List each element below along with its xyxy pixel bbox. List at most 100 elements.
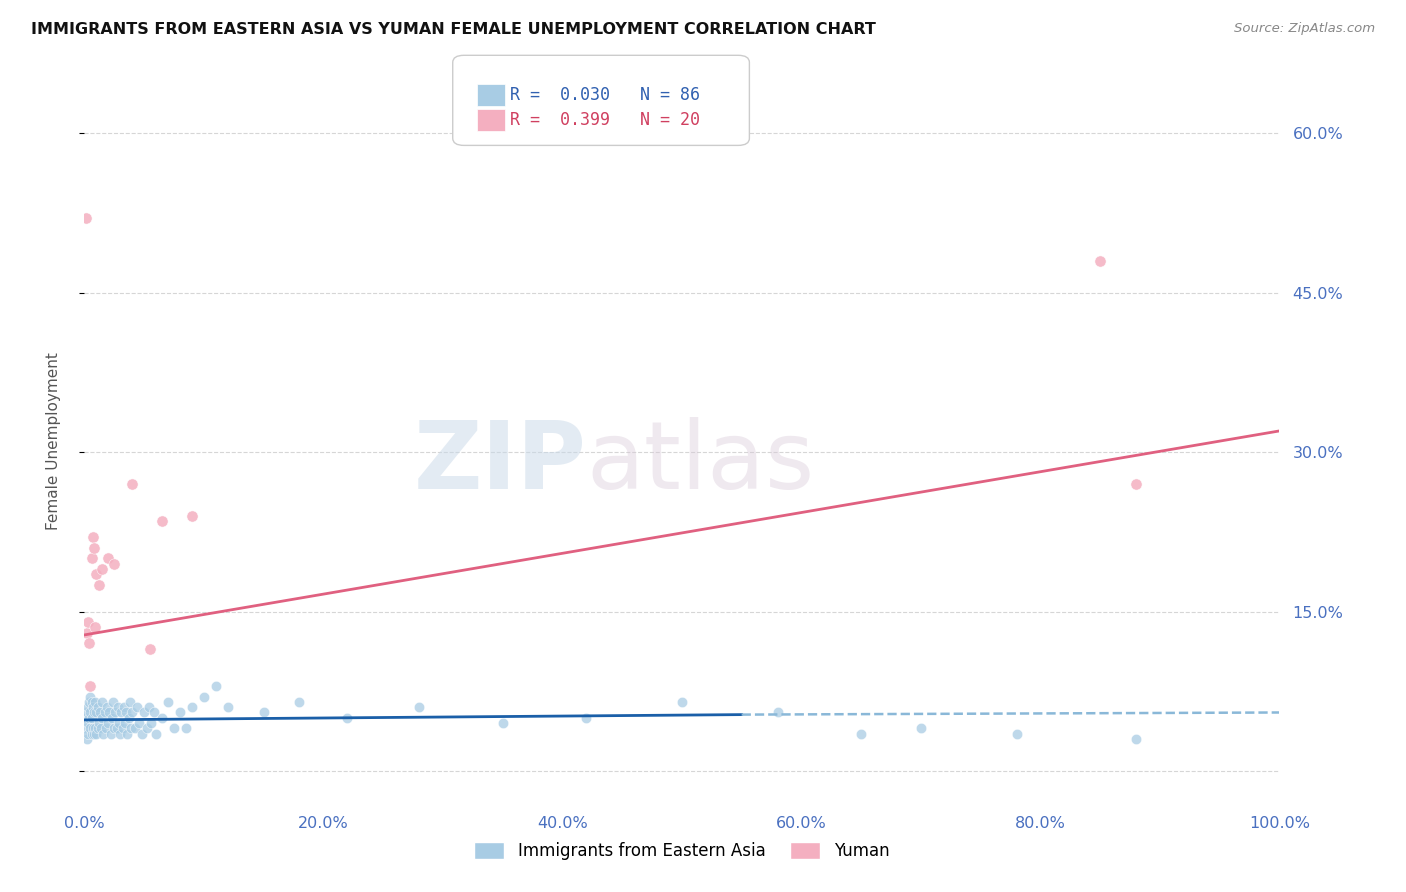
Point [205,679,228,693]
Y-axis label: Female Unemployment: Female Unemployment [46,352,60,531]
Point [76,625,98,640]
Point [84,722,107,736]
Point [253,706,276,720]
Point [181,508,204,523]
Point [910,722,932,736]
Point [86,722,108,736]
Point [80,727,103,741]
Point [157,695,180,709]
Point [79,722,101,736]
Point [125,700,148,714]
Point [75,211,97,226]
Point [1005,727,1028,741]
Point [86,700,108,714]
Point [118,695,141,709]
Point [103,557,125,571]
Point [93,706,115,720]
Point [97,716,120,731]
Point [77,716,100,731]
Point [100,727,122,741]
Point [1125,477,1147,491]
Point [132,706,156,720]
Point [121,706,143,720]
Point [86,567,108,582]
Point [169,706,191,720]
Point [77,615,100,630]
Point [851,727,873,741]
Point [83,706,105,720]
Point [77,711,100,725]
Point [84,695,107,709]
Point [94,722,117,736]
Point [76,706,98,720]
Point [75,711,97,725]
Text: IMMIGRANTS FROM EASTERN ASIA VS YUMAN FEMALE UNEMPLOYMENT CORRELATION CHART: IMMIGRANTS FROM EASTERN ASIA VS YUMAN FE… [31,22,876,37]
Point [117,711,139,725]
Point [1125,732,1147,747]
Point [336,711,359,725]
Point [110,706,132,720]
Point [575,711,598,725]
Point [103,722,125,736]
Point [671,695,693,709]
Point [766,706,789,720]
Point [114,716,136,731]
Point [98,706,121,720]
Point [150,514,173,528]
Point [105,722,128,736]
Point [120,722,142,736]
Point [131,727,153,741]
Point [79,706,101,720]
Point [86,706,108,720]
Point [77,700,100,714]
Point [87,578,110,592]
Point [110,727,132,741]
Point [115,706,138,720]
Point [181,700,204,714]
Point [86,727,108,741]
Point [139,641,162,656]
Point [96,700,118,714]
Point [193,690,215,704]
Point [408,700,430,714]
Text: R =  0.030   N = 86: R = 0.030 N = 86 [510,86,700,103]
Point [91,711,114,725]
Text: R =  0.399   N = 20: R = 0.399 N = 20 [510,111,700,128]
Point [83,541,105,555]
Point [217,700,239,714]
Point [108,716,131,731]
Point [82,700,104,714]
Text: atlas: atlas [586,417,814,509]
Point [112,700,135,714]
Text: ZIP: ZIP [413,417,586,509]
Point [75,722,97,736]
Point [90,722,112,736]
Point [89,706,111,720]
Point [83,727,105,741]
Point [77,695,100,709]
Point [138,700,160,714]
Point [101,695,124,709]
Point [101,711,124,725]
Point [1090,254,1112,268]
Point [121,477,143,491]
Point [111,722,134,736]
Point [163,722,186,736]
Point [104,706,127,720]
Point [84,620,107,634]
Point [77,636,100,650]
Point [79,690,101,704]
Point [80,551,103,566]
Point [145,727,167,741]
Point [124,722,146,736]
Point [141,716,163,731]
Point [77,727,100,741]
Point [492,716,515,731]
Text: Source: ZipAtlas.com: Source: ZipAtlas.com [1234,22,1375,36]
Point [82,722,104,736]
Point [80,711,103,725]
Point [135,722,157,736]
Point [288,695,311,709]
Point [150,711,173,725]
Point [79,679,101,693]
